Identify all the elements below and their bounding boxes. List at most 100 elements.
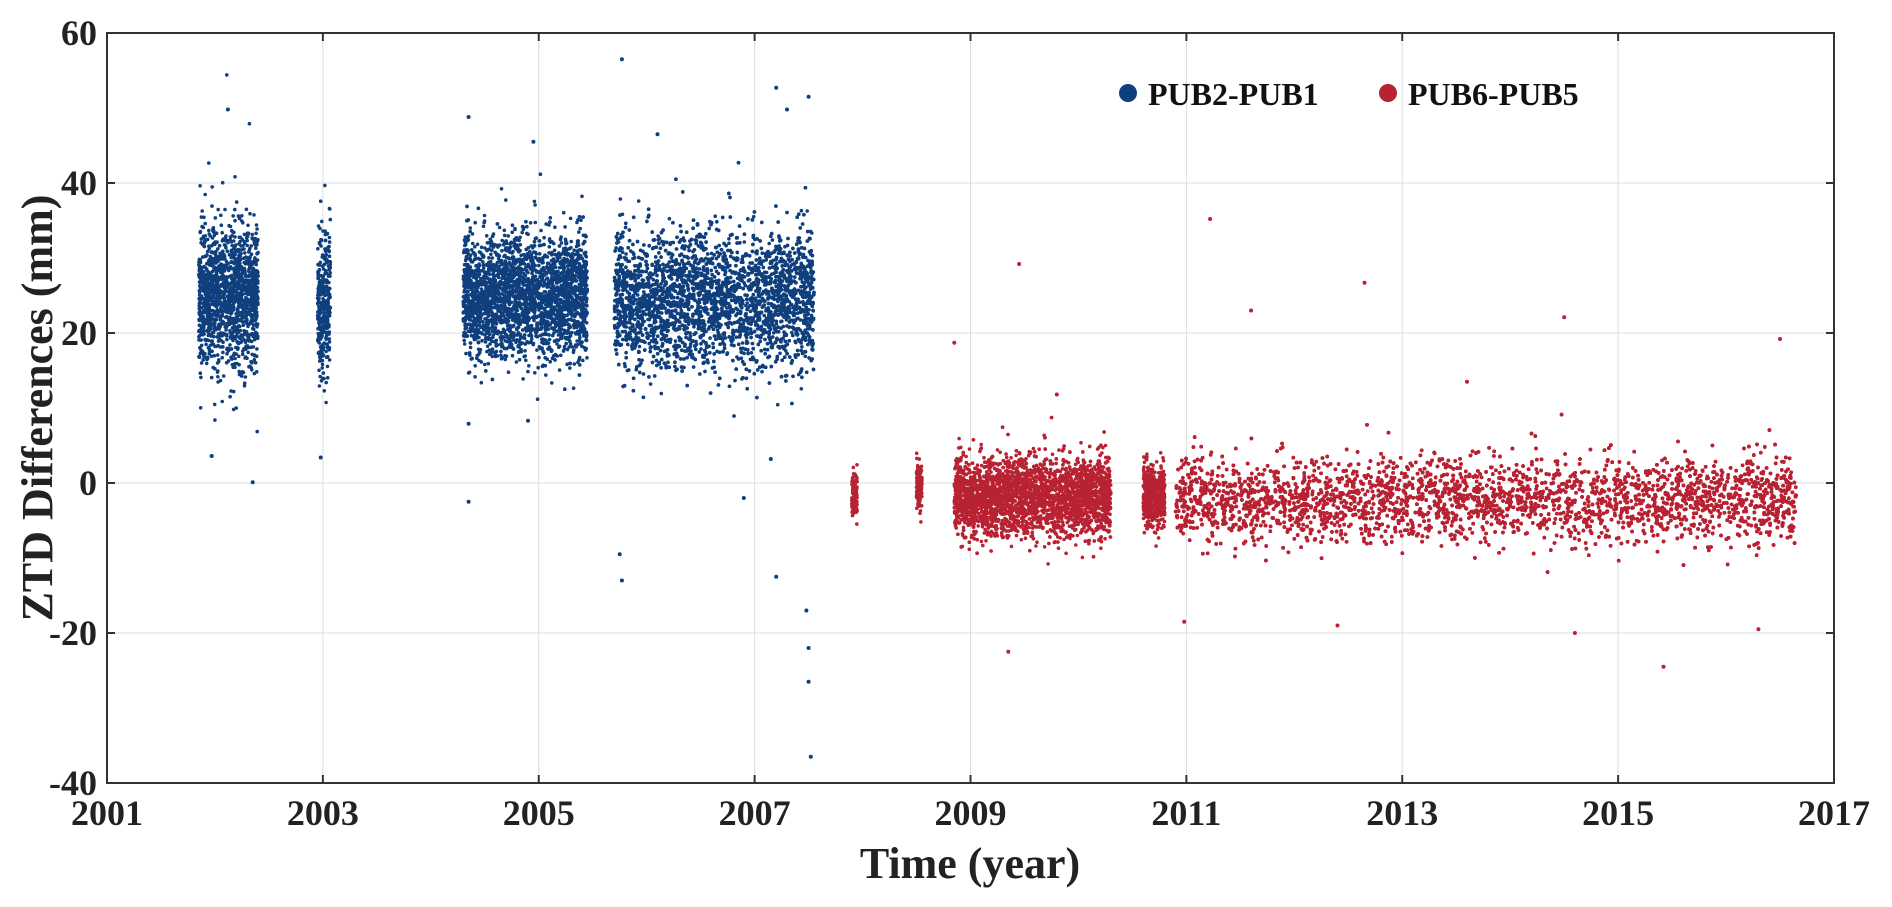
data-point (567, 282, 571, 286)
data-point (534, 221, 538, 225)
data-point (521, 377, 525, 381)
data-point (548, 338, 552, 342)
data-point (530, 334, 534, 338)
data-point (246, 224, 250, 228)
data-point (318, 242, 322, 246)
data-point (475, 356, 479, 360)
data-point (210, 244, 214, 248)
data-point (248, 259, 252, 263)
data-point (477, 336, 481, 340)
data-point (473, 245, 477, 249)
data-point (316, 327, 320, 331)
data-point (246, 293, 250, 297)
data-point (493, 293, 497, 297)
data-point (222, 238, 226, 242)
data-point (535, 236, 539, 240)
data-point (199, 348, 203, 352)
data-point (326, 319, 330, 323)
data-point (523, 349, 527, 353)
data-point (508, 242, 512, 246)
data-point (319, 308, 323, 312)
data-point (487, 256, 491, 260)
data-point (556, 302, 560, 306)
data-point (564, 336, 568, 340)
data-point (546, 262, 550, 266)
data-point (464, 243, 468, 247)
data-point (255, 347, 259, 351)
data-point (209, 255, 213, 259)
data-point (245, 208, 249, 212)
data-point (559, 261, 563, 265)
data-point (583, 295, 587, 299)
data-point (531, 343, 535, 347)
data-point (468, 305, 472, 309)
data-point (326, 355, 330, 359)
data-point (575, 245, 579, 249)
data-point (575, 298, 579, 302)
data-point (489, 305, 493, 309)
data-point (489, 253, 493, 257)
data-point (214, 216, 218, 220)
data-point (562, 282, 566, 286)
data-point (482, 221, 486, 225)
data-point (207, 232, 211, 236)
data-point (569, 362, 573, 366)
data-point (517, 295, 521, 299)
data-point (483, 283, 487, 287)
data-point (462, 310, 466, 314)
data-point (498, 320, 502, 324)
data-point (228, 267, 232, 271)
data-point (239, 252, 243, 256)
data-point (573, 362, 577, 366)
data-point (221, 275, 225, 279)
data-point (576, 330, 580, 334)
data-point (556, 354, 560, 358)
data-point (229, 260, 233, 264)
data-point (250, 309, 254, 313)
data-point (212, 268, 216, 272)
data-point (517, 350, 521, 354)
data-point (252, 345, 256, 349)
data-point (248, 212, 252, 216)
data-point (521, 328, 525, 332)
data-point (217, 256, 221, 260)
data-point (494, 278, 498, 282)
data-point (517, 278, 521, 282)
data-point (545, 357, 549, 361)
data-point (522, 253, 526, 257)
data-point (250, 340, 254, 344)
data-point (571, 302, 575, 306)
data-point (524, 220, 528, 224)
data-point (319, 318, 323, 322)
data-point (321, 363, 325, 367)
data-point (462, 300, 466, 304)
data-point (473, 221, 477, 225)
data-point (199, 406, 203, 410)
data-point (204, 254, 208, 258)
data-point (481, 263, 485, 267)
data-point (218, 269, 222, 273)
data-point (467, 330, 471, 334)
data-point (544, 222, 548, 226)
data-point (322, 285, 326, 289)
data-point (316, 302, 320, 306)
data-point (241, 352, 245, 356)
data-point (249, 293, 253, 297)
data-point (504, 358, 508, 362)
data-point (558, 368, 562, 372)
data-point (210, 185, 214, 189)
data-point (209, 327, 213, 331)
data-point (197, 329, 201, 333)
data-point (480, 277, 484, 281)
data-point (255, 227, 259, 231)
data-point (237, 242, 241, 246)
data-point (514, 318, 518, 322)
data-point (239, 313, 243, 317)
data-point (538, 345, 542, 349)
data-point (248, 364, 252, 368)
data-point (486, 297, 490, 301)
data-point (327, 332, 331, 336)
data-point (549, 295, 553, 299)
data-point (504, 198, 508, 202)
